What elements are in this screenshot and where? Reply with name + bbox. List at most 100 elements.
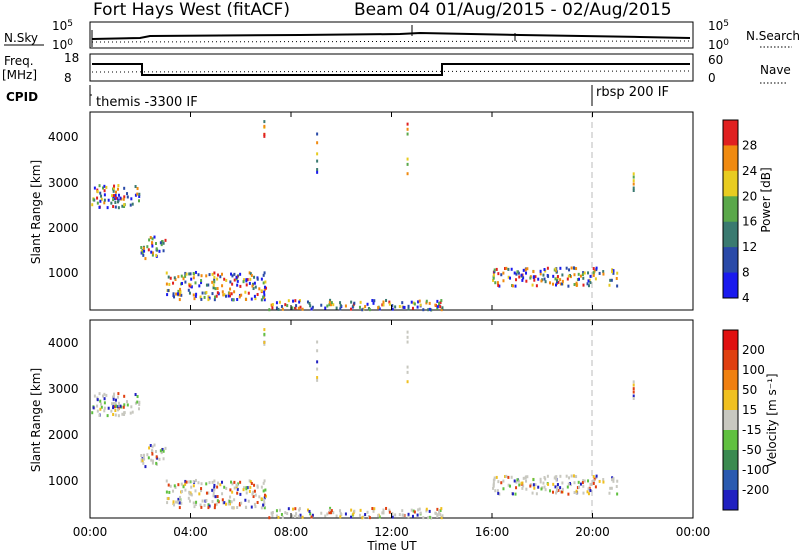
velocity-echo [232, 506, 235, 510]
power-echo [366, 302, 369, 306]
power-echo [200, 281, 203, 285]
velocity-echo [339, 515, 342, 519]
velocity-echo [352, 512, 355, 516]
velocity-echo [167, 497, 170, 501]
velocity-echo [537, 485, 540, 489]
power-echo [608, 283, 611, 287]
velocity-echo [164, 446, 167, 450]
velocity-echo [205, 491, 208, 495]
power-echo [207, 298, 210, 302]
power-echo [407, 307, 410, 311]
velocity-echo [425, 509, 428, 513]
power-echo [138, 194, 141, 198]
velocity-echo [137, 407, 140, 411]
velocity-echo [113, 392, 116, 396]
power-echo [577, 277, 580, 281]
velocity-echo [560, 490, 563, 494]
velocity-echo [188, 499, 191, 503]
power-echo [406, 162, 409, 166]
velocity-echo [575, 475, 578, 479]
power-echo [155, 247, 158, 251]
power-echo [306, 300, 309, 304]
power-ytick-4000: 4000 [48, 130, 79, 144]
power-echo [579, 274, 582, 278]
power-echo [194, 295, 197, 299]
power-echo [406, 127, 409, 131]
velocity-echo [262, 503, 265, 507]
velocity-echo [116, 405, 119, 409]
velocity-echo [328, 508, 331, 512]
velocity-echo [184, 479, 187, 483]
velocity-echo [556, 483, 559, 487]
velocity-echo [221, 480, 224, 484]
velocity-echo [547, 482, 550, 486]
power-echo [582, 283, 585, 287]
power-echo [391, 304, 394, 308]
power-echo [215, 294, 218, 298]
power-echo [103, 184, 106, 188]
velocity-echo [263, 328, 266, 332]
colorbar-tick-label: -100 [742, 463, 769, 477]
power-echo [263, 132, 266, 136]
x-tick-label: 04:00 [173, 525, 208, 539]
power-echo [568, 273, 571, 277]
velocity-echo [301, 515, 304, 519]
power-echo [572, 266, 575, 270]
power-echo [263, 288, 266, 292]
velocity-echo [175, 500, 178, 504]
power-echo [253, 275, 256, 279]
power-echo [500, 273, 503, 277]
velocity-echo [326, 512, 329, 516]
power-echo [113, 184, 116, 188]
velocity-echo [252, 495, 255, 499]
velocity-ytick-4000: 4000 [48, 336, 79, 350]
velocity-echo [359, 508, 362, 512]
velocity-echo [291, 514, 294, 518]
velocity-echo [200, 505, 203, 509]
velocity-echo [185, 480, 188, 484]
velocity-echo [575, 491, 578, 495]
power-echo [99, 191, 102, 195]
power-echo [116, 200, 119, 204]
velocity-echo [233, 498, 236, 502]
velocity-echo [543, 485, 546, 489]
power-echo [222, 293, 225, 297]
power-echo [143, 249, 146, 253]
velocity-echo [233, 480, 236, 484]
power-echo [539, 269, 542, 273]
x-tick-label: 20:00 [575, 525, 610, 539]
power-echo [142, 246, 145, 250]
velocity-echo [567, 482, 570, 486]
power-echo [225, 278, 228, 282]
velocity-echo [516, 478, 519, 482]
velocity-echo [572, 474, 575, 478]
velocity-echo [263, 506, 266, 510]
colorbar-segment [723, 410, 738, 431]
nsearch-dots [91, 40, 691, 43]
power-ytick-3000: 3000 [48, 176, 79, 190]
power-echo [188, 291, 191, 295]
power-echo [502, 271, 505, 275]
power-echo [316, 132, 319, 136]
velocity-echo [264, 488, 267, 492]
power-echo [248, 271, 251, 275]
velocity-echo [555, 491, 558, 495]
velocity-echo [173, 503, 176, 507]
power-echo [406, 157, 409, 161]
power-echo [539, 272, 542, 276]
power-echo [248, 281, 251, 285]
power-echo [350, 300, 353, 304]
power-echo [612, 269, 615, 273]
power-echo [213, 280, 216, 284]
power-echo [522, 276, 525, 280]
velocity-echo [332, 511, 335, 515]
velocity-echo [221, 498, 224, 502]
cpid-segment-themis: themis -3300 IF [96, 95, 198, 110]
velocity-echo [515, 480, 518, 484]
power-echo [560, 282, 563, 286]
colorbar-segment [723, 170, 738, 197]
power-echo [151, 237, 154, 241]
power-echo [524, 268, 527, 272]
velocity-echo [592, 479, 595, 483]
velocity-echo [105, 393, 108, 397]
